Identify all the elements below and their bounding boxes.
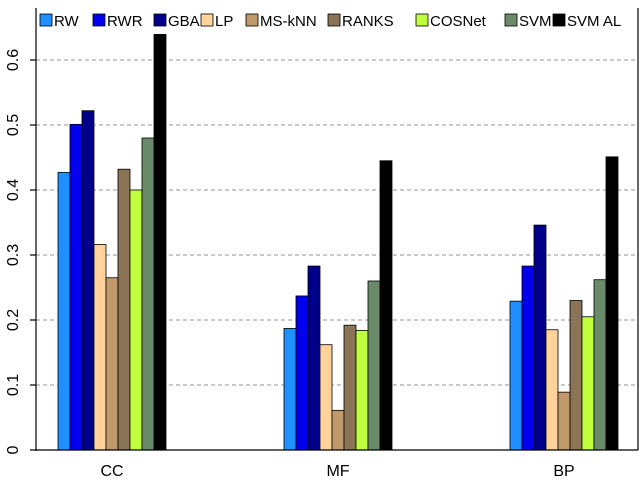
legend-swatch-ranks — [327, 13, 341, 27]
bar-lp-bp — [545, 329, 559, 451]
bar-rw-mf — [283, 328, 297, 451]
bar-gba-mf — [307, 265, 321, 451]
bar-ranks-mf — [343, 324, 357, 451]
bar-cosnet-cc — [129, 189, 143, 451]
legend: RW RWR GBA LP MS-kNN RANKS COSNet SVM SVM AL — [37, 9, 637, 34]
legend-swatch-lp — [200, 13, 214, 27]
legend-swatch-ms-knn — [245, 13, 259, 27]
bar-gba-bp — [533, 224, 547, 451]
x-axis-ticks: CC MF BP — [100, 463, 574, 480]
bar-cosnet-mf — [355, 329, 369, 451]
x-tick-label-bp: BP — [553, 463, 574, 480]
bar-cosnet-bp — [581, 316, 595, 451]
y-tick-label: 0.2 — [5, 309, 22, 331]
bar-gba-cc — [81, 110, 95, 451]
y-tick-label: 0.3 — [5, 244, 22, 266]
y-tick-label: 0.1 — [5, 374, 22, 396]
y-tick-label: 0 — [5, 445, 22, 454]
legend-label-cosnet: COSNet — [430, 13, 487, 30]
bar-ranks-bp — [569, 300, 583, 451]
legend-label-lp: LP — [215, 13, 233, 30]
x-tick-label-mf: MF — [326, 463, 349, 480]
legend-swatch-svm — [504, 13, 518, 27]
y-tick-label: 0.6 — [5, 49, 22, 71]
legend-swatch-rwr — [92, 13, 106, 27]
legend-swatch-svm-al — [552, 13, 566, 27]
axes — [35, 8, 639, 451]
legend-swatch-rw — [39, 13, 53, 27]
legend-label-ms-knn: MS-kNN — [260, 13, 317, 30]
bar-rwr-bp — [521, 265, 535, 451]
bar-svm-al-cc — [153, 29, 167, 451]
bar-svm-bp — [593, 279, 607, 451]
legend-swatch-gba — [153, 13, 167, 27]
legend-label-svm-al: SVM AL — [567, 13, 621, 30]
bar-ranks-cc — [117, 168, 131, 451]
y-axis-ticks: 0 0.1 0.2 0.3 0.4 0.5 0.6 — [5, 49, 36, 454]
legend-label-rwr: RWR — [107, 13, 143, 30]
bar-svm-cc — [141, 137, 155, 451]
bar-ms-knn-bp — [557, 391, 571, 451]
legend-label-gba: GBA — [168, 13, 200, 30]
bar-svm-al-mf — [379, 160, 393, 451]
bar-ms-knn-cc — [105, 277, 119, 451]
bar-ms-knn-mf — [331, 409, 345, 451]
bar-rwr-mf — [295, 295, 309, 451]
bar-rw-bp — [509, 300, 523, 451]
bar-lp-mf — [319, 344, 333, 451]
legend-label-ranks: RANKS — [342, 13, 394, 30]
bars — [57, 29, 619, 451]
bar-rw-cc — [57, 172, 71, 451]
bar-rwr-cc — [69, 123, 83, 451]
y-tick-label: 0.5 — [5, 114, 22, 136]
legend-label-svm: SVM — [519, 13, 552, 30]
bar-svm-mf — [367, 280, 381, 451]
x-tick-label-cc: CC — [100, 463, 123, 480]
bar-lp-cc — [93, 244, 107, 451]
legend-swatch-cosnet — [415, 13, 429, 27]
y-tick-label: 0.4 — [5, 179, 22, 201]
legend-label-rw: RW — [54, 13, 80, 30]
bar-svm-al-bp — [605, 156, 619, 451]
